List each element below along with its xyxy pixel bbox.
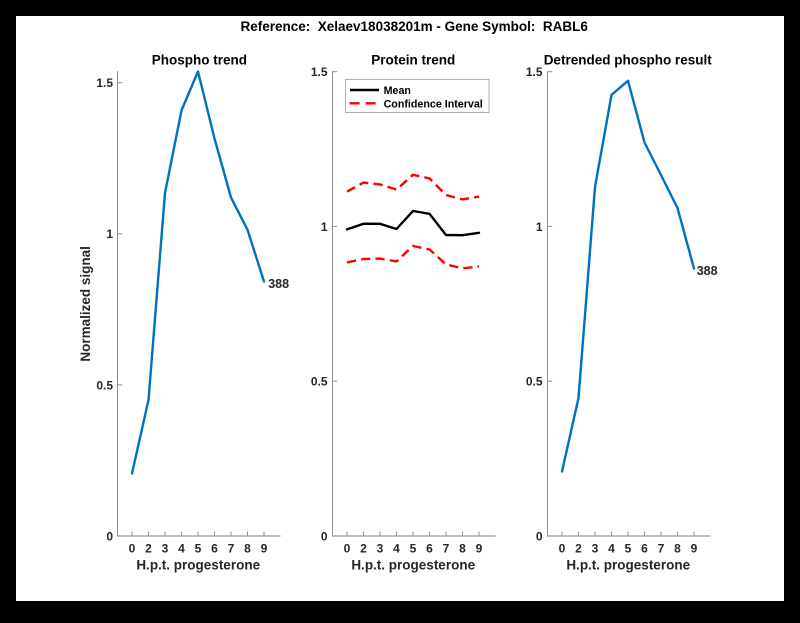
svg-text:388: 388 — [268, 277, 289, 291]
svg-text:0.5: 0.5 — [311, 375, 328, 389]
svg-text:Reference: Xelaev18038201m -: Reference: Xelaev18038201m - Gene Symbol… — [240, 19, 588, 34]
svg-text:Phospho trend: Phospho trend — [152, 53, 247, 68]
svg-text:1.5: 1.5 — [526, 65, 543, 79]
svg-text:3: 3 — [377, 541, 384, 555]
svg-text:1: 1 — [106, 227, 113, 241]
svg-text:2: 2 — [145, 541, 152, 555]
svg-text:3: 3 — [592, 541, 599, 555]
svg-text:4: 4 — [393, 541, 400, 555]
svg-text:9: 9 — [261, 541, 268, 555]
svg-text:1: 1 — [321, 220, 328, 234]
svg-text:1.5: 1.5 — [311, 65, 328, 79]
svg-text:7: 7 — [658, 541, 665, 555]
svg-text:Confidence Interval: Confidence Interval — [384, 99, 483, 111]
svg-text:6: 6 — [426, 541, 433, 555]
svg-text:5: 5 — [195, 541, 202, 555]
svg-text:5: 5 — [410, 541, 417, 555]
svg-text:Normalized signal: Normalized signal — [78, 246, 93, 362]
svg-text:0: 0 — [559, 541, 566, 555]
svg-text:9: 9 — [691, 541, 698, 555]
svg-text:0.5: 0.5 — [96, 378, 113, 392]
svg-text:8: 8 — [459, 541, 466, 555]
svg-text:0: 0 — [321, 529, 328, 543]
svg-text:4: 4 — [178, 541, 185, 555]
svg-text:9: 9 — [476, 541, 483, 555]
svg-text:8: 8 — [674, 541, 681, 555]
svg-text:1.5: 1.5 — [96, 76, 113, 90]
svg-text:4: 4 — [608, 541, 615, 555]
svg-text:H.p.t. progesterone: H.p.t. progesterone — [136, 558, 260, 573]
svg-text:0.5: 0.5 — [526, 375, 543, 389]
svg-text:8: 8 — [244, 541, 251, 555]
svg-text:0: 0 — [129, 541, 136, 555]
svg-text:Protein trend: Protein trend — [371, 53, 455, 68]
svg-text:6: 6 — [211, 541, 218, 555]
svg-text:7: 7 — [228, 541, 235, 555]
svg-text:0: 0 — [344, 541, 351, 555]
svg-text:0: 0 — [106, 529, 113, 543]
svg-text:1: 1 — [536, 220, 543, 234]
svg-text:5: 5 — [625, 541, 632, 555]
svg-text:Detrended phospho result: Detrended phospho result — [544, 53, 713, 68]
svg-text:0: 0 — [536, 529, 543, 543]
svg-text:H.p.t. progesterone: H.p.t. progesterone — [351, 558, 475, 573]
svg-text:6: 6 — [641, 541, 648, 555]
svg-text:H.p.t. progesterone: H.p.t. progesterone — [566, 558, 690, 573]
svg-text:7: 7 — [443, 541, 450, 555]
svg-text:3: 3 — [162, 541, 169, 555]
svg-text:2: 2 — [575, 541, 582, 555]
svg-text:2: 2 — [360, 541, 367, 555]
svg-text:388: 388 — [697, 264, 718, 278]
svg-text:Mean: Mean — [384, 85, 411, 97]
